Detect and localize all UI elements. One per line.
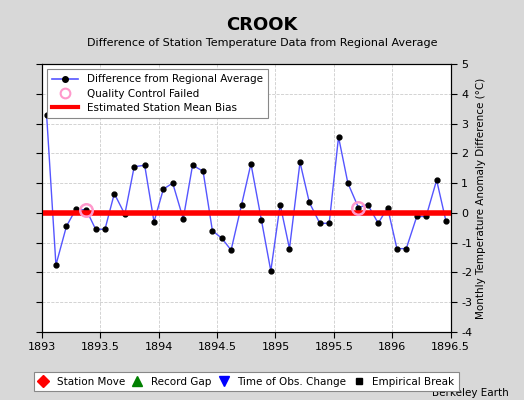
Legend: Difference from Regional Average, Quality Control Failed, Estimated Station Mean: Difference from Regional Average, Qualit… (47, 69, 268, 118)
Text: Difference of Station Temperature Data from Regional Average: Difference of Station Temperature Data f… (87, 38, 437, 48)
Legend: Station Move, Record Gap, Time of Obs. Change, Empirical Break: Station Move, Record Gap, Time of Obs. C… (34, 372, 459, 391)
Y-axis label: Monthly Temperature Anomaly Difference (°C): Monthly Temperature Anomaly Difference (… (476, 77, 486, 319)
Text: Berkeley Earth: Berkeley Earth (432, 388, 508, 398)
Text: CROOK: CROOK (226, 16, 298, 34)
